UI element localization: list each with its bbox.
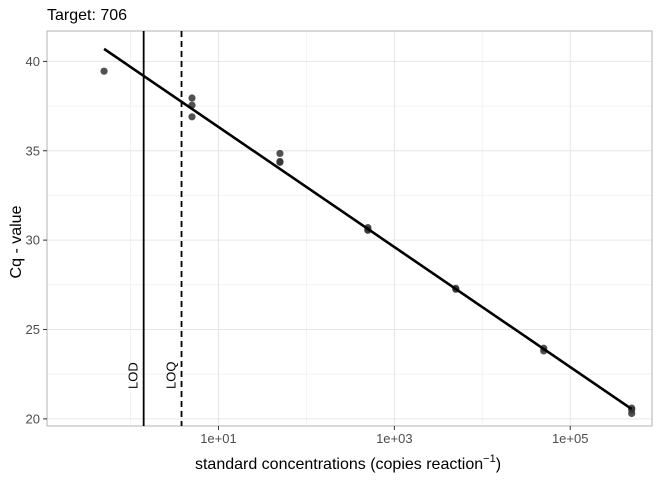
y-tick-label: 20: [26, 411, 40, 426]
data-point: [188, 94, 196, 102]
y-tick-label: 25: [26, 322, 40, 337]
y-axis-label: Cq - value: [8, 205, 25, 278]
x-axis-label: standard concentrations (copies reaction…: [195, 453, 501, 473]
chart-title: Target: 706: [47, 7, 127, 24]
data-point: [276, 157, 284, 166]
x-tick-label: 1e+03: [376, 431, 413, 446]
plot-panel: 1e+01 1e+03 1e+05 20 25 30 35 40 LOD LOQ: [26, 30, 653, 446]
y-tick-label: 40: [26, 54, 40, 69]
loq-label: LOQ: [164, 362, 179, 389]
x-tick-label: 1e+05: [552, 431, 589, 446]
x-tick-label: 1e+01: [200, 431, 237, 446]
panel-border: [46, 30, 653, 427]
data-point: [276, 149, 284, 158]
x-axis-label-main: standard concentrations (copies reaction: [195, 456, 483, 473]
y-tick-label: 35: [26, 143, 40, 158]
x-axis-label-superscript: −1: [483, 453, 496, 465]
data-point: [100, 67, 108, 75]
x-axis-label-close: ): [496, 456, 501, 473]
lod-label: LOD: [126, 362, 141, 389]
data-point: [188, 113, 196, 121]
fit-line: [103, 47, 633, 411]
y-tick-label: 30: [26, 233, 40, 248]
